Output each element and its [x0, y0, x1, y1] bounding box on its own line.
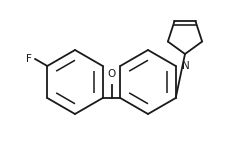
- Text: F: F: [26, 54, 32, 64]
- Text: N: N: [182, 61, 190, 71]
- Text: O: O: [107, 69, 116, 79]
